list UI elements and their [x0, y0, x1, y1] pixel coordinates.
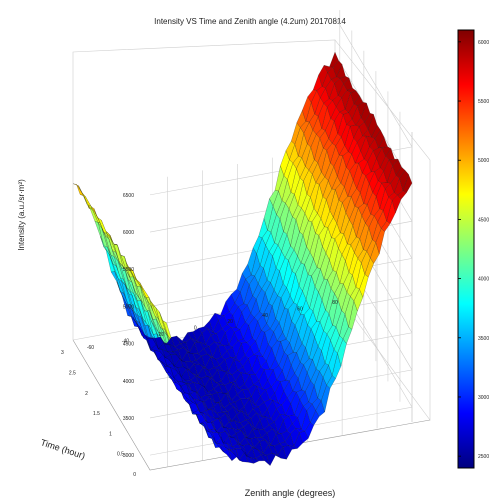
- y-tick-label: 2: [85, 391, 88, 397]
- x-axis-label: Zenith angle (degrees): [245, 488, 336, 498]
- y-axis-label: Time (hour): [39, 437, 86, 461]
- colorbar-tick-label: 3500: [478, 336, 489, 342]
- z-tick-label: 6000: [123, 230, 134, 236]
- colorbar-tick-label: 5500: [478, 99, 489, 105]
- x-tick-label: 0: [194, 326, 197, 332]
- x-tick-label: 40: [262, 313, 268, 319]
- y-tick-label: 2.5: [69, 370, 76, 376]
- y-tick-label: 1.5: [93, 411, 100, 417]
- y-axis-ticks: 0 0.5 1 1.5 2 2.5 3: [61, 350, 136, 478]
- colorbar-tick-label: 4000: [478, 277, 489, 283]
- x-tick-label: 80: [332, 300, 338, 306]
- z-axis-ticks: 3000 3500 4000 4500 5000 5500 6000 6500: [123, 193, 134, 459]
- surface-plot: [72, 51, 413, 467]
- colorbar: 2500 3000 3500 4000 4500 5000 5500 6000: [457, 29, 489, 469]
- y-tick-label: 1: [109, 431, 112, 437]
- x-tick-label: -40: [122, 338, 129, 344]
- surface-facet: [329, 51, 339, 68]
- y-tick-label: 3: [61, 350, 64, 356]
- x-tick-label: -60: [87, 345, 94, 351]
- z-tick-label: 3000: [123, 453, 134, 459]
- x-tick-label: -20: [157, 332, 164, 338]
- x-tick-label: 60: [297, 306, 303, 312]
- z-tick-label: 3500: [123, 416, 134, 422]
- colorbar-tick-label: 4500: [478, 217, 489, 223]
- floor-edge: [72, 339, 431, 471]
- colorbar-gradient: [457, 29, 475, 469]
- z-axis-label: Intensity (a.u./sr·m²): [17, 179, 26, 251]
- z-tick-label: 4500: [123, 342, 134, 348]
- colorbar-ticks: 2500 3000 3500 4000 4500 5000 5500 6000: [458, 40, 489, 460]
- pane-right-edge: [334, 39, 431, 421]
- colorbar-tick-label: 6000: [478, 40, 489, 46]
- z-tick-label: 5000: [123, 304, 134, 310]
- x-axis-ticks: -60 -40 -20 0 20 40 60 80: [87, 300, 338, 351]
- colorbar-tick-label: 2500: [478, 454, 489, 460]
- colorbar-tick-label: 3000: [478, 395, 489, 401]
- x-tick-label: 20: [227, 319, 233, 325]
- colorbar-tick-label: 5000: [478, 158, 489, 164]
- z-tick-label: 4000: [123, 379, 134, 385]
- z-tick-label: 6500: [123, 193, 134, 199]
- y-tick-label: 0.5: [117, 452, 124, 458]
- z-tick-label: 5500: [123, 267, 134, 273]
- chart-title: Intensity VS Time and Zenith angle (4.2u…: [154, 17, 346, 26]
- y-tick-label: 0: [133, 472, 136, 478]
